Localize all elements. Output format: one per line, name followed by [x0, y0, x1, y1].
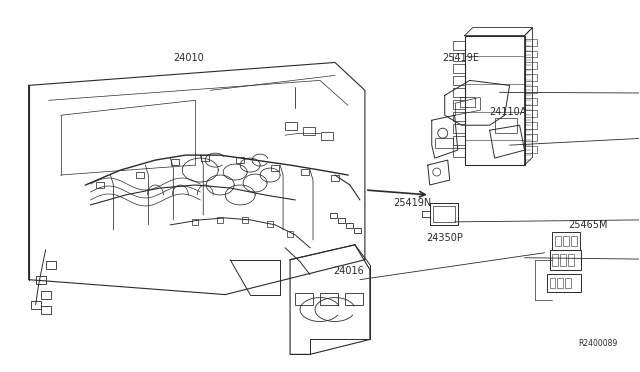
Text: 24010: 24010: [173, 53, 204, 63]
Bar: [550, 250, 581, 270]
Bar: [495, 118, 516, 133]
Bar: [452, 148, 465, 157]
Bar: [242, 217, 248, 223]
Bar: [525, 110, 536, 117]
Bar: [346, 223, 353, 228]
Bar: [338, 218, 345, 223]
Bar: [217, 217, 223, 223]
Bar: [568, 254, 575, 266]
Bar: [303, 127, 315, 135]
Bar: [561, 254, 566, 266]
Text: 25465M: 25465M: [568, 220, 608, 230]
Bar: [452, 64, 465, 73]
Bar: [295, 293, 313, 305]
Bar: [525, 98, 536, 105]
Bar: [452, 136, 465, 145]
Bar: [192, 219, 198, 225]
Text: R2400089: R2400089: [578, 339, 618, 348]
Bar: [452, 100, 465, 109]
Text: 24110A: 24110A: [490, 107, 527, 117]
Bar: [435, 138, 452, 148]
Text: 25419E: 25419E: [442, 53, 479, 63]
Bar: [433, 206, 454, 222]
Bar: [550, 278, 556, 288]
Bar: [525, 62, 536, 70]
Text: 24350P: 24350P: [426, 233, 463, 243]
Bar: [271, 165, 279, 171]
Bar: [452, 112, 465, 121]
Bar: [301, 169, 309, 175]
Bar: [331, 175, 339, 181]
Bar: [566, 278, 572, 288]
Bar: [172, 159, 179, 165]
Bar: [552, 254, 559, 266]
Bar: [525, 51, 536, 58]
Bar: [236, 157, 244, 163]
Bar: [45, 261, 56, 269]
Bar: [525, 146, 536, 153]
Bar: [452, 52, 465, 61]
Bar: [465, 36, 525, 165]
Bar: [552, 232, 580, 250]
Bar: [31, 301, 40, 308]
Bar: [40, 305, 51, 314]
Bar: [525, 74, 536, 81]
Bar: [201, 155, 209, 161]
Text: 25419N: 25419N: [394, 198, 432, 208]
Bar: [556, 236, 561, 246]
Bar: [345, 293, 363, 305]
Bar: [557, 278, 563, 288]
Bar: [525, 39, 536, 45]
Bar: [330, 213, 337, 218]
Bar: [287, 231, 293, 237]
Bar: [452, 41, 465, 49]
Bar: [136, 172, 145, 178]
Bar: [354, 228, 361, 233]
Bar: [525, 122, 536, 129]
Text: 24016: 24016: [333, 266, 364, 276]
Bar: [40, 291, 51, 299]
Bar: [452, 76, 465, 86]
Bar: [285, 122, 297, 130]
Bar: [525, 134, 536, 141]
Bar: [267, 221, 273, 227]
Bar: [452, 124, 465, 133]
Bar: [452, 89, 465, 97]
Bar: [321, 132, 333, 140]
Bar: [36, 276, 45, 283]
Bar: [460, 97, 475, 107]
Bar: [320, 293, 338, 305]
Bar: [572, 236, 577, 246]
Bar: [547, 274, 581, 292]
Bar: [525, 86, 536, 93]
Bar: [97, 182, 104, 188]
Bar: [563, 236, 570, 246]
